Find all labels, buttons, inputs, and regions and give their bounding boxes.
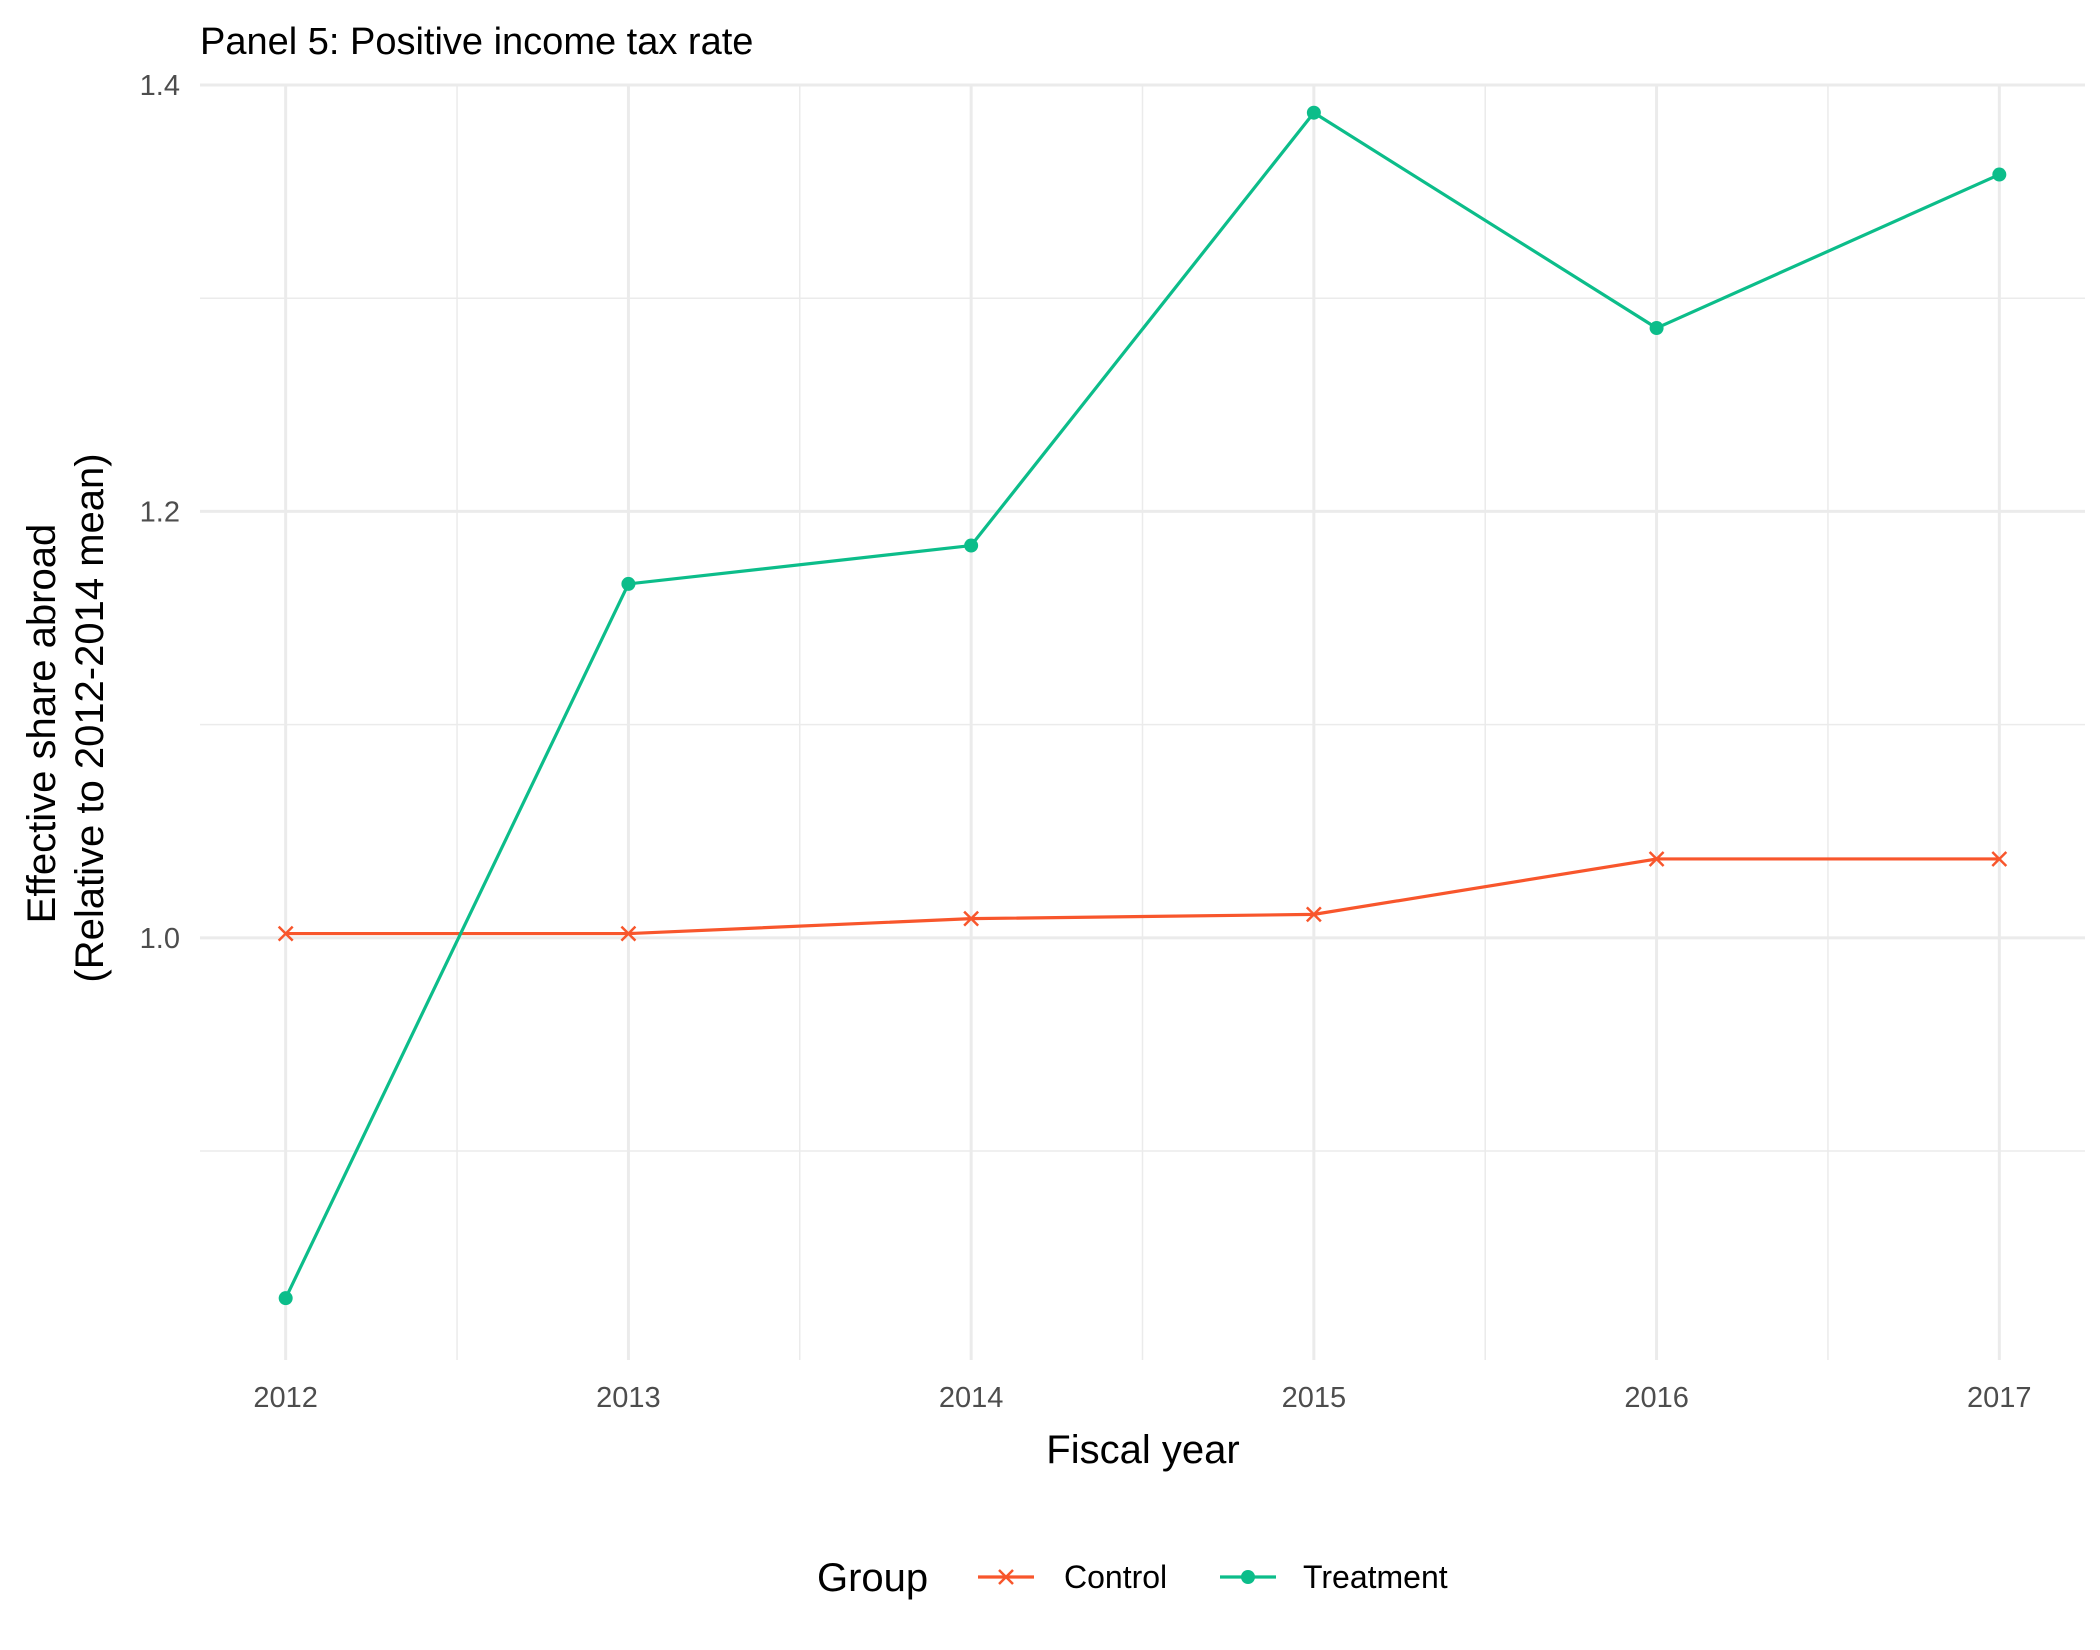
data-point-control <box>1648 851 1665 867</box>
y-axis-title: Effective share abroad (Relative to 2012… <box>20 453 112 982</box>
x-tick-label: 2015 <box>1282 1382 1347 1414</box>
chart-title: Panel 5: Positive income tax rate <box>200 21 753 63</box>
x-tick-label: 2013 <box>596 1382 661 1414</box>
series-control <box>277 851 2008 942</box>
y-axis-title-line-1: Effective share abroad <box>20 524 64 924</box>
marker-stroke <box>1305 906 1322 923</box>
x-tick-label: 2012 <box>253 1382 318 1414</box>
series-layer <box>277 105 2008 1306</box>
data-point-control <box>277 925 294 942</box>
legend-key-marker <box>998 1569 1014 1585</box>
data-point-treatment <box>1306 105 1321 120</box>
y-tick-label: 1.4 <box>140 70 180 102</box>
marker-stroke <box>998 1569 1014 1585</box>
x-tick-label: 2016 <box>1624 1382 1689 1414</box>
marker-stroke <box>1648 851 1665 867</box>
marker-stroke <box>277 925 294 942</box>
data-point-control <box>1991 851 2008 867</box>
data-point-treatment <box>278 1291 293 1306</box>
legend-title: Group <box>817 1556 928 1600</box>
marker-stroke <box>1991 851 2008 867</box>
marker-stroke <box>963 910 980 927</box>
series-treatment <box>278 105 2007 1306</box>
legend-label: Treatment <box>1303 1559 1448 1595</box>
data-point-treatment <box>1649 321 1664 336</box>
y-axis-ticks: 1.0 1.2 1.4 <box>140 70 180 955</box>
marker-stroke <box>620 925 637 942</box>
legend-item-treatment: Treatment <box>1220 1559 1448 1595</box>
y-axis-title-line-2: (Relative to 2012-2014 mean) <box>68 453 112 982</box>
data-point-control <box>620 925 637 942</box>
data-point-control <box>963 910 980 927</box>
y-tick-label: 1.2 <box>140 496 180 528</box>
legend-label: Control <box>1064 1559 1167 1595</box>
x-tick-label: 2017 <box>1967 1382 2032 1414</box>
legend-key-marker <box>1241 1570 1255 1584</box>
series-line-treatment <box>284 111 2000 1299</box>
series-line-control <box>285 857 2000 936</box>
data-point-treatment <box>964 538 979 553</box>
legend: Group Control Treatment <box>817 1556 1448 1600</box>
y-tick-label: 1.0 <box>140 923 180 955</box>
legend-item-control: Control <box>978 1559 1167 1595</box>
x-axis-ticks: 2012 2013 2014 2015 2016 2017 <box>253 1382 2031 1414</box>
data-point-control <box>1305 906 1322 923</box>
data-point-treatment <box>621 576 636 591</box>
x-tick-label: 2014 <box>939 1382 1004 1414</box>
data-point-treatment <box>1992 167 2007 182</box>
x-axis-title: Fiscal year <box>1046 1428 1239 1472</box>
gridlines <box>200 83 2085 1360</box>
